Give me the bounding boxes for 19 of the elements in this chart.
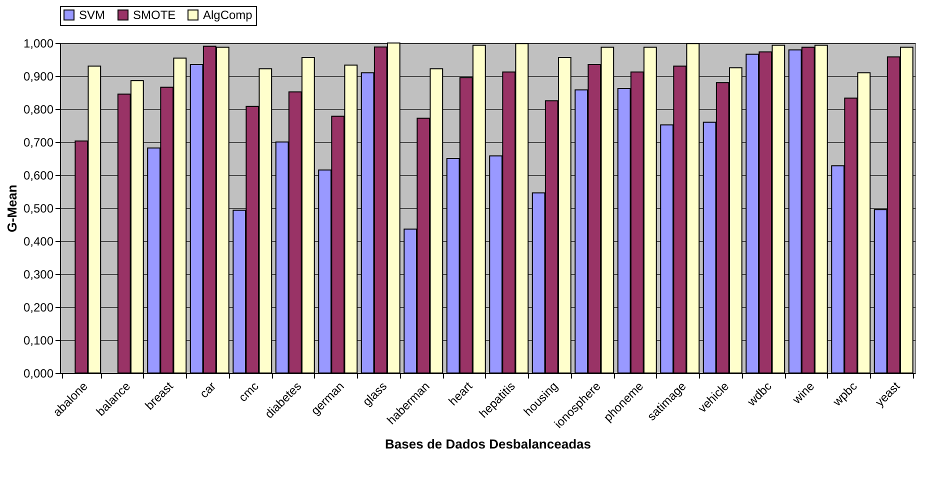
y-tick-label: 0,800 — [23, 102, 54, 116]
y-tick-label: 0,500 — [23, 202, 54, 216]
x-axis-title: Bases de Dados Desbalanceadas — [385, 436, 591, 452]
x-tick-label: cmc — [236, 379, 262, 405]
x-tick-label: wine — [789, 378, 818, 408]
x-tick-label: car — [196, 379, 219, 401]
legend-label: SMOTE — [133, 8, 176, 22]
y-tick-label: 0,000 — [23, 366, 54, 380]
legend-label: SVM — [79, 8, 106, 22]
y-tick-label: 0,200 — [23, 300, 54, 314]
legend-label: AlgComp — [203, 8, 253, 22]
y-tick-label: 0,700 — [23, 136, 54, 150]
y-axis-title: G-Mean — [4, 184, 20, 232]
y-tick-label: 1,000 — [23, 36, 54, 50]
y-tick-label: 0,300 — [23, 268, 54, 282]
y-tick-label: 0,600 — [23, 168, 54, 182]
y-tick-label: 0,100 — [23, 334, 54, 348]
y-tick-label: 0,900 — [23, 70, 54, 84]
y-tick-label: 0,400 — [23, 234, 54, 248]
